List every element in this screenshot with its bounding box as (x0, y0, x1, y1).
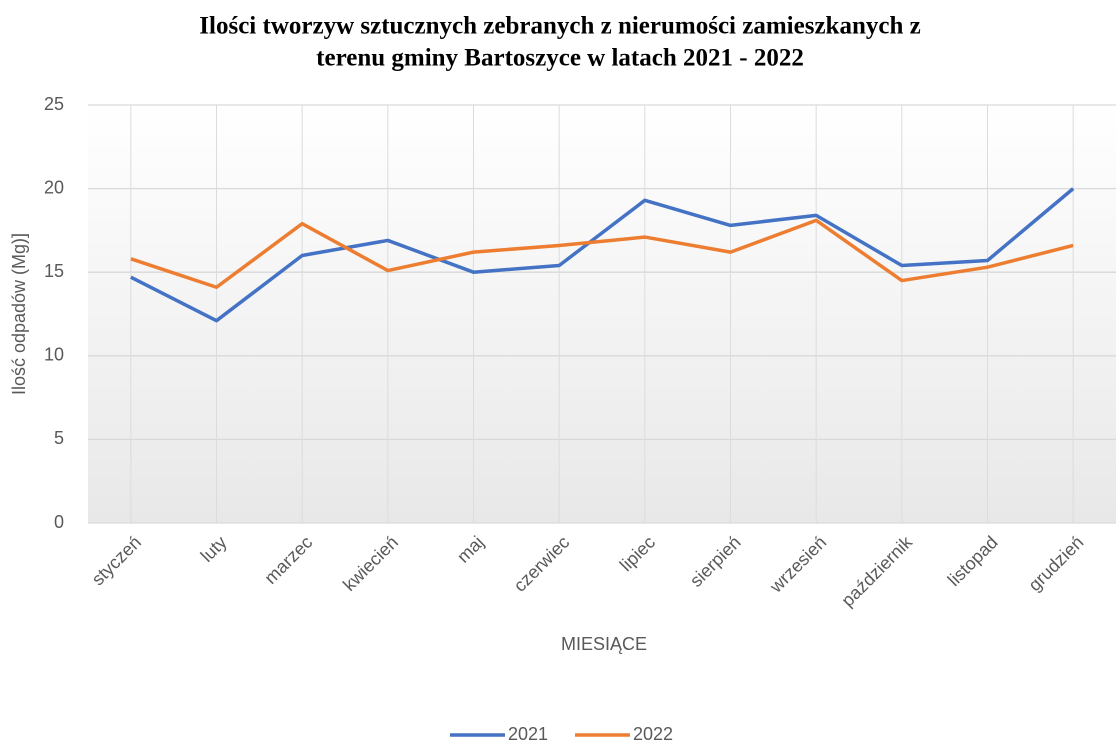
x-tick-label: marzec (260, 532, 316, 588)
x-tick-label: sierpień (686, 532, 745, 591)
chart-title: terenu gminy Bartoszyce w latach 2021 - … (316, 45, 804, 72)
plot-area (88, 105, 1116, 523)
x-tick-label: kwiecień (339, 532, 402, 595)
x-axis-title: MIESIĄCE (561, 634, 647, 654)
y-tick-label: 20 (44, 177, 64, 197)
legend-label: 2022 (633, 724, 673, 744)
chart-title: Ilości tworzyw sztucznych zebranych z ni… (199, 13, 920, 40)
y-tick-label: 0 (54, 512, 64, 532)
series-line (130, 218, 1074, 289)
x-tick-label: lipiec (616, 532, 659, 575)
series-line (130, 187, 1075, 323)
x-tick-label: styczeń (88, 532, 145, 589)
x-tick-label: maj (453, 532, 488, 567)
y-tick-label: 5 (54, 428, 64, 448)
x-tick-label: luty (197, 532, 231, 566)
y-tick-label: 10 (44, 345, 64, 365)
x-tick-label: czerwiec (510, 532, 574, 596)
y-axis-title: Ilość odpadów (Mg)] (9, 233, 29, 395)
y-tick-label: 15 (44, 261, 64, 281)
x-tick-label: grudzień (1024, 532, 1087, 595)
x-tick-label: wrzesień (765, 532, 830, 597)
x-tick-label: październik (837, 531, 916, 610)
legend-label: 2021 (508, 724, 548, 744)
y-tick-label: 25 (44, 94, 64, 114)
x-tick-label: listopad (944, 532, 1002, 590)
